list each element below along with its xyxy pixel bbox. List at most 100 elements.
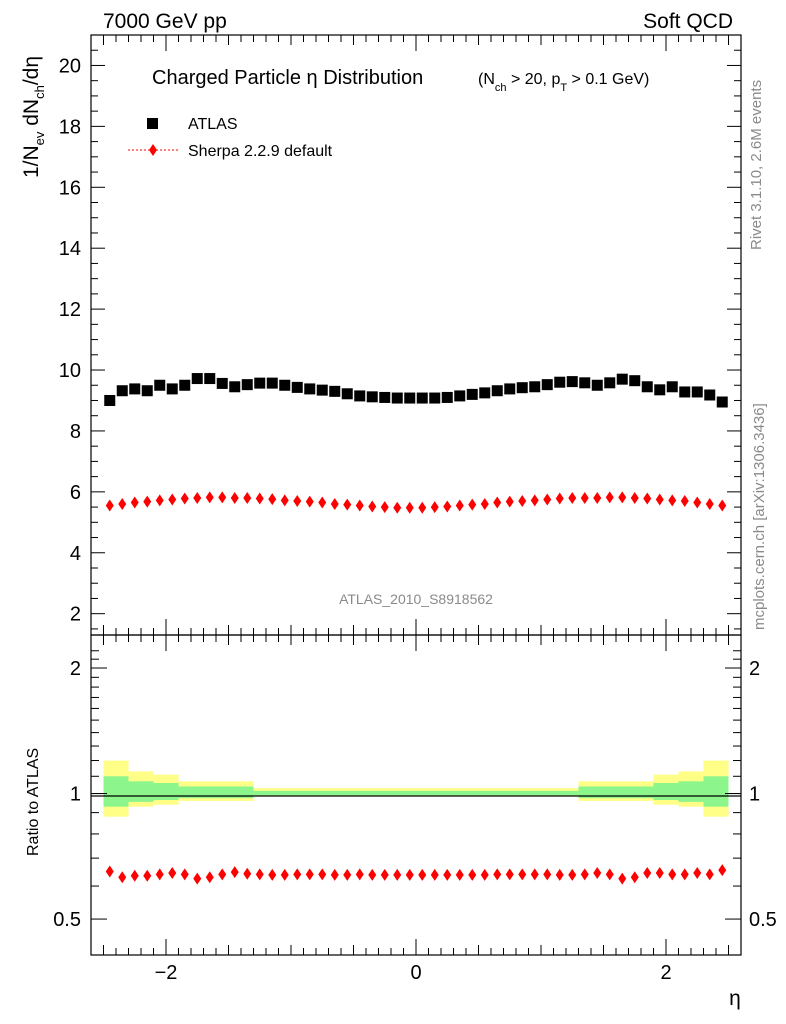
data-point-sherpa [318, 496, 327, 509]
header-right: Soft QCD [643, 10, 733, 33]
data-point-atlas [479, 387, 491, 399]
data-point-sherpa [305, 495, 314, 508]
data-point-sherpa [493, 496, 502, 509]
ratio-point-sherpa [293, 868, 302, 881]
data-point-atlas [191, 373, 203, 385]
data-point-sherpa [193, 491, 202, 504]
uncertainty-band-inner [178, 786, 254, 799]
ratio-y-tick-label-right: 2 [749, 658, 760, 680]
data-point-sherpa [568, 491, 577, 504]
data-point-sherpa [593, 491, 602, 504]
data-point-atlas [179, 379, 191, 391]
data-point-atlas [329, 385, 341, 397]
side-label-lower: mcplots.cern.ch [arXiv:1306.3436] [751, 403, 768, 630]
data-point-atlas [629, 375, 641, 387]
ratio-point-sherpa [593, 866, 602, 879]
ratio-point-sherpa [680, 868, 689, 881]
x-tick-label: −2 [155, 962, 178, 984]
ratio-y-axis-label: Ratio to ATLAS [25, 748, 42, 856]
ratio-point-sherpa [518, 868, 527, 881]
data-point-atlas [266, 377, 278, 389]
data-point-sherpa [655, 493, 664, 506]
ratio-point-sherpa [305, 868, 314, 881]
data-point-sherpa [543, 493, 552, 506]
data-point-atlas [541, 379, 553, 391]
data-point-sherpa [530, 494, 539, 507]
main-y-tick-label: 20 [59, 55, 81, 77]
main-y-tick-label: 8 [70, 421, 81, 443]
ratio-point-sherpa [443, 868, 452, 881]
data-point-atlas [716, 396, 728, 408]
ratio-point-sherpa [668, 868, 677, 881]
data-point-sherpa [393, 501, 402, 514]
ratio-point-sherpa [455, 868, 464, 881]
data-point-atlas [616, 373, 628, 385]
data-point-atlas [104, 394, 116, 406]
ratio-point-sherpa [530, 868, 539, 881]
ratio-point-sherpa [118, 871, 127, 884]
ratio-point-sherpa [130, 869, 139, 882]
ratio-point-sherpa [643, 866, 652, 879]
data-point-sherpa [205, 491, 214, 504]
ratio-panel: 0.5 0.5 1 1 2 2 −2 0 2 Ratio to ATLAS η [25, 634, 777, 1010]
ratio-point-sherpa [180, 868, 189, 881]
data-point-atlas [704, 389, 716, 401]
ratio-y-tick-label-right: 0.5 [749, 909, 777, 931]
data-point-atlas [354, 390, 366, 402]
data-point-atlas [579, 377, 591, 389]
ratio-point-sherpa [255, 868, 264, 881]
ratio-point-sherpa [655, 866, 664, 879]
main-panel-tick-labels: 2 4 6 8 10 12 14 16 18 20 [59, 55, 81, 625]
ratio-point-sherpa [243, 867, 252, 880]
ratio-point-sherpa [230, 866, 239, 879]
data-point-atlas [404, 392, 416, 404]
data-point-sherpa [268, 493, 277, 506]
uncertainty-band-inner [653, 782, 679, 800]
main-y-tick-label: 12 [59, 299, 81, 321]
ratio-y-tick-label: 1 [70, 784, 81, 806]
ratio-panel-frame [90, 634, 742, 956]
main-y-tick-label: 2 [70, 604, 81, 626]
ratio-point-sherpa [718, 864, 727, 877]
ratio-point-sherpa [418, 868, 427, 881]
legend-label-sherpa: Sherpa 2.2.9 default [188, 143, 333, 160]
data-point-sherpa [680, 494, 689, 507]
data-point-atlas [241, 379, 253, 391]
ratio-panel-ticks [91, 635, 741, 955]
ratio-point-sherpa [705, 868, 714, 881]
ratio-point-sherpa [368, 868, 377, 881]
data-point-sherpa [368, 500, 377, 513]
data-point-atlas [254, 377, 266, 389]
main-panel-points [104, 373, 728, 514]
data-point-atlas [429, 392, 441, 404]
ratio-point-sherpa [218, 868, 227, 881]
chart-title-detail: (Nch > 20, pT > 0.1 GeV) [478, 71, 649, 94]
ratio-point-sherpa [380, 868, 389, 881]
data-point-sherpa [355, 499, 364, 512]
data-point-atlas [141, 385, 153, 397]
main-y-tick-label: 14 [59, 238, 81, 260]
ratio-point-sherpa [105, 865, 114, 878]
ratio-point-sherpa [343, 868, 352, 881]
x-tick-label: 2 [660, 962, 671, 984]
data-point-sherpa [443, 500, 452, 513]
ratio-point-sherpa [193, 872, 202, 885]
data-point-atlas [304, 383, 316, 395]
ratio-point-sherpa [555, 868, 564, 881]
data-point-sherpa [693, 496, 702, 509]
uncertainty-band-inner [128, 781, 154, 802]
data-point-atlas [116, 385, 128, 397]
data-point-atlas [341, 388, 353, 400]
data-point-sherpa [243, 491, 252, 504]
ratio-point-sherpa [330, 868, 339, 881]
legend-marker-sherpa [149, 144, 157, 156]
main-panel: 2 4 6 8 10 12 14 16 18 20 Charged Particle η Dist… [20, 34, 742, 636]
ratio-point-sherpa [618, 872, 627, 885]
chart-title-main: Charged Particle η Distribution [152, 67, 423, 89]
data-point-atlas [379, 391, 391, 403]
main-panel-ticks [91, 35, 741, 635]
ratio-panel-points [105, 864, 727, 885]
main-y-tick-label: 6 [70, 482, 81, 504]
ratio-point-sherpa [505, 868, 514, 881]
